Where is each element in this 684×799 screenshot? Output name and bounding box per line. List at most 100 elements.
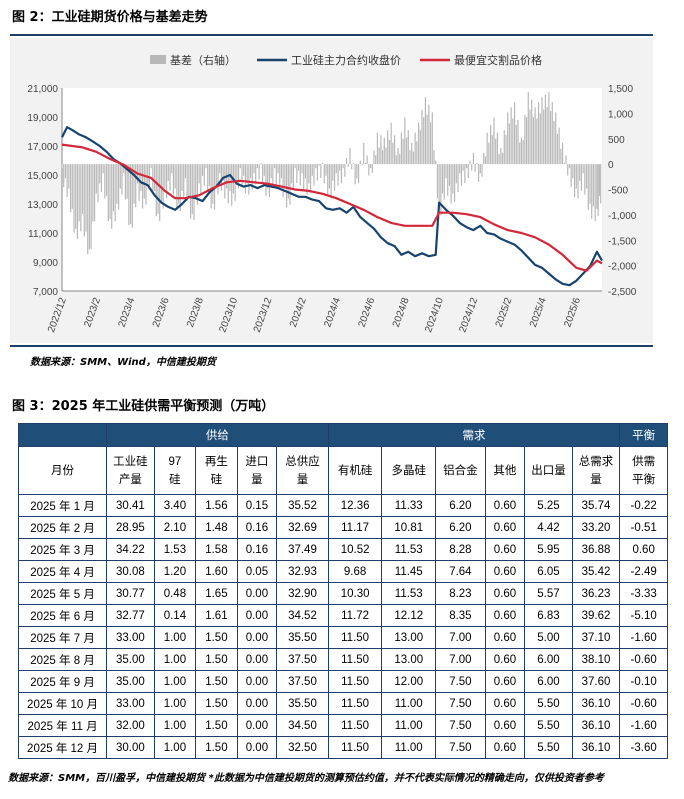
basis-bar (493, 117, 495, 165)
value-cell: 35.50 (276, 626, 329, 649)
value-cell: 0.60 (484, 670, 526, 693)
x-tick-label: 2023/8 (185, 296, 206, 329)
legend-label: 最便宜交割品价格 (454, 53, 542, 67)
value-cell: 32.50 (276, 736, 329, 759)
basis-bar (522, 140, 524, 165)
basis-bar (371, 164, 373, 174)
value-cell: 1.00 (153, 714, 197, 737)
basis-bar (508, 123, 511, 165)
value-cell: 0.00 (236, 626, 278, 649)
value-cell: 36.10 (571, 692, 621, 715)
basis-bar (596, 164, 598, 209)
basis-bar (150, 164, 152, 169)
table-row: 2025 年 2 月 28.95 2.10 1.48 0.16 32.69 11.17 10.… (17, 516, 668, 539)
subheader-line: 有机硅 (337, 464, 373, 477)
subheader-line: 供需 (632, 455, 656, 468)
basis-bar (477, 164, 480, 182)
basis-bar (484, 156, 487, 165)
basis-bar (488, 142, 490, 165)
basis-bar (412, 151, 415, 165)
subheader-3: 进口量 (236, 446, 278, 495)
basis-bar (491, 134, 493, 165)
basis-bar (402, 138, 404, 165)
subheader-line: 平衡 (632, 473, 656, 486)
basis-bar (515, 124, 517, 165)
basis-bar (318, 164, 320, 166)
value-cell: 35.74 (571, 494, 621, 517)
basis-bar (388, 140, 391, 165)
basis-bar (296, 164, 298, 184)
value-cell: 0.48 (153, 582, 197, 605)
basis-bar (556, 133, 559, 165)
y-right-tick-label: 500 (608, 135, 625, 146)
basis-bar (147, 164, 149, 184)
basis-bar (268, 164, 271, 198)
value-cell: 33.00 (106, 692, 155, 715)
basis-bar (359, 160, 361, 165)
table-row: 2025 年 7 月 33.00 1.00 1.50 0.00 35.50 11.50 13.… (17, 626, 668, 649)
basis-bar (279, 164, 281, 190)
basis-bar (381, 150, 384, 165)
value-cell: 30.08 (106, 560, 155, 583)
basis-bar (104, 164, 106, 199)
subheader-11: 供需 平衡 (619, 446, 668, 495)
basis-bar (129, 164, 132, 225)
basis-bar (383, 137, 385, 165)
basis-bar (525, 117, 528, 165)
supply-demand-table: 供给 需求 平衡 月份 工业硅 产量 97 硅再生硅进口量总供应量有机硅 多晶硅 铝合金其… (17, 423, 668, 759)
basis-bar (155, 164, 157, 217)
basis-bar (558, 127, 560, 165)
value-cell: -0.60 (619, 648, 668, 671)
basis-bar (411, 142, 413, 165)
subheader-line: 总需求 (578, 455, 614, 468)
basis-bar (577, 164, 579, 199)
value-cell: 5.95 (524, 538, 573, 561)
value-cell: 28.95 (106, 516, 155, 539)
basis-bar (440, 164, 442, 215)
basis-bar (431, 112, 433, 165)
basis-bar (177, 164, 180, 204)
basis-bar (459, 164, 461, 174)
subheader-line: 97 (168, 455, 182, 468)
legend-swatch-basis (150, 55, 166, 64)
basis-bar (85, 164, 87, 232)
table-row: 2025 年 3 月 34.22 1.53 1.58 0.16 37.49 10.52 11.… (17, 538, 668, 561)
basis-bar (217, 164, 219, 195)
basis-bar (200, 164, 202, 194)
basis-bar (479, 164, 481, 174)
basis-bar (273, 164, 276, 169)
value-cell: 34.52 (276, 604, 329, 627)
subheader-line: 多晶硅 (391, 464, 427, 477)
month-cell: 2025 年 8 月 (17, 648, 108, 671)
value-cell: 1.00 (153, 692, 197, 715)
basis-bar (462, 164, 464, 171)
basis-bar (527, 92, 529, 165)
month-cell: 2025 年 5 月 (17, 582, 108, 605)
basis-bar (460, 164, 463, 186)
value-cell: 13.00 (381, 648, 437, 671)
basis-bar (128, 164, 130, 226)
basis-bar (92, 164, 94, 222)
value-cell: 0.60 (484, 648, 526, 671)
basis-bar (121, 164, 123, 195)
basis-bar (112, 164, 115, 212)
x-tick-label: 2024/2 (288, 296, 309, 329)
basis-bar (464, 164, 466, 184)
subheader-6: 多晶硅 (381, 446, 437, 495)
basis-bar (299, 164, 301, 186)
subheader-line: 其他 (493, 464, 517, 477)
subheader-4: 总供应量 (276, 446, 329, 495)
basis-bar (443, 164, 445, 200)
table-row: 2025 年 5 月 30.77 0.48 1.65 0.00 32.90 10.30 11.… (17, 582, 668, 605)
basis-bar (263, 164, 265, 176)
basis-bar (78, 164, 80, 222)
basis-bar (95, 164, 97, 194)
value-cell: 34.50 (276, 714, 329, 737)
basis-bar (555, 112, 557, 165)
basis-bar (80, 164, 82, 232)
y-left-tick-label: 21,000 (27, 84, 58, 95)
basis-bar (345, 158, 348, 165)
header-month: 月份 (17, 446, 108, 495)
value-cell: 1.00 (153, 648, 197, 671)
value-cell: 1.65 (195, 582, 238, 605)
